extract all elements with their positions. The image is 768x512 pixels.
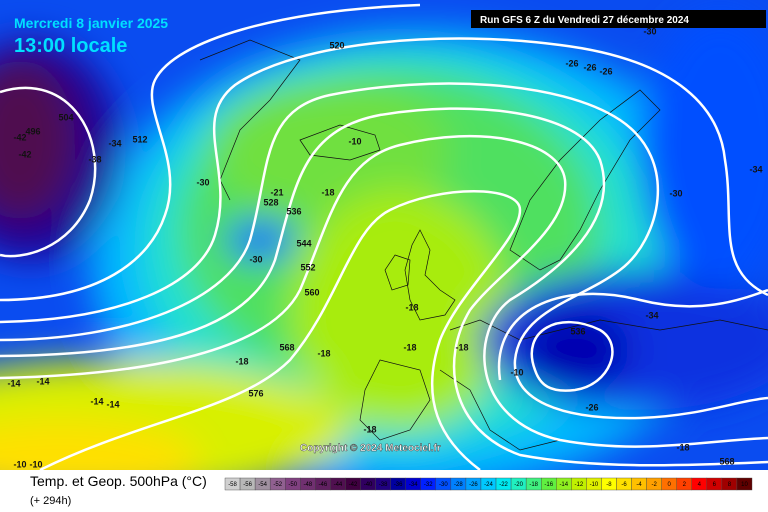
map-label: 536 [286, 206, 301, 216]
date-label: Mercredi 8 janvier 2025 [14, 15, 168, 31]
legend-label: -44 [334, 482, 343, 488]
map-label: -18 [403, 342, 416, 352]
contours [0, 3, 768, 470]
map-label: -18 [321, 187, 334, 197]
map-label: -18 [317, 348, 330, 358]
map-label: 496 [25, 126, 40, 136]
map-label: 520 [329, 40, 344, 50]
legend-label: -14 [559, 482, 568, 488]
footer-title: Temp. et Geop. 500hPa (°C) [30, 473, 207, 489]
map-label: -34 [749, 164, 762, 174]
legend-label: 0 [668, 482, 672, 488]
legend-label: -6 [621, 482, 627, 488]
legend-label: -24 [484, 482, 493, 488]
map-label: -18 [455, 342, 468, 352]
map-label: -18 [676, 442, 689, 452]
legend-label: -16 [544, 482, 553, 488]
legend-label: -32 [424, 482, 433, 488]
legend-label: -52 [273, 482, 282, 488]
legend-label: -22 [499, 482, 508, 488]
legend-label: -50 [288, 482, 297, 488]
legend-label: -46 [319, 482, 328, 488]
time-label: 13:00 locale [14, 35, 127, 57]
map-label: -14 [7, 378, 20, 388]
legend-swatch [736, 477, 753, 491]
map-label: 576 [248, 388, 263, 398]
legend-label: -36 [394, 482, 403, 488]
legend-label: -26 [469, 482, 478, 488]
map-label: 560 [304, 287, 319, 297]
map-label: -42 [18, 149, 31, 159]
map-label: 512 [132, 134, 147, 144]
map-label: -14 [106, 399, 119, 409]
map-label: -26 [585, 402, 598, 412]
legend-label: 6 [713, 482, 717, 488]
legend-label: -58 [228, 482, 237, 488]
map-label: -30 [196, 177, 209, 187]
legend-label: 4 [698, 482, 702, 488]
map-label: -30 [669, 188, 682, 198]
map-label: -18 [405, 302, 418, 312]
legend-label: -42 [349, 482, 358, 488]
map-label: -26 [565, 58, 578, 68]
map-label: 568 [719, 456, 734, 466]
map-label: 504 [58, 112, 73, 122]
legend-label: -10 [590, 482, 599, 488]
legend-label: -48 [303, 482, 312, 488]
map-label: 536 [570, 326, 585, 336]
run-label: Run GFS 6 Z du Vendredi 27 décembre 2024 [480, 15, 689, 26]
legend-label: -40 [364, 482, 373, 488]
map-label: -30 [643, 26, 656, 36]
map-label: -10 [348, 136, 361, 146]
copyright: Copyright © 2024 Meteociel.fr [300, 443, 441, 454]
legend-label: -2 [651, 482, 657, 488]
map-label: -21 [270, 187, 283, 197]
legend-label: 2 [683, 482, 687, 488]
footer [0, 470, 768, 512]
legend-label: -4 [636, 482, 642, 488]
map-label: 544 [296, 238, 311, 248]
legend-label: -8 [606, 482, 612, 488]
map-label: 552 [300, 262, 315, 272]
map-label: 568 [279, 342, 294, 352]
map-label: -10 [510, 367, 523, 377]
map-label: -34 [645, 310, 658, 320]
legend-label: -18 [529, 482, 538, 488]
legend-label: 8 [728, 482, 732, 488]
map-label: -10 [13, 459, 26, 469]
run-box [471, 10, 766, 28]
map-label: -10 [29, 459, 42, 469]
legend-label: -38 [379, 482, 388, 488]
map-label: -18 [363, 424, 376, 434]
legend-label: -20 [514, 482, 523, 488]
legend-label: 10 [741, 482, 748, 488]
legend-label: -28 [454, 482, 463, 488]
legend-label: -56 [243, 482, 252, 488]
map-label: -38 [88, 154, 101, 164]
map-label: -14 [90, 396, 103, 406]
map-label: -18 [235, 356, 248, 366]
legend-label: -54 [258, 482, 267, 488]
map-label: -34 [108, 138, 121, 148]
legend-label: -34 [409, 482, 418, 488]
footer-offset: (+ 294h) [30, 495, 71, 507]
map-label: -26 [583, 62, 596, 72]
legend-label: -12 [575, 482, 584, 488]
map-label: -30 [249, 254, 262, 264]
color-legend: -58 -56 -54 -52 -50 -48 -46 -44 -42 -40 -38 -36 -34-… [224, 477, 753, 491]
map-label: -14 [36, 376, 49, 386]
map-label: 528 [263, 197, 278, 207]
map-label: -26 [599, 66, 612, 76]
legend-label: -30 [439, 482, 448, 488]
map-label: -42 [13, 132, 26, 142]
